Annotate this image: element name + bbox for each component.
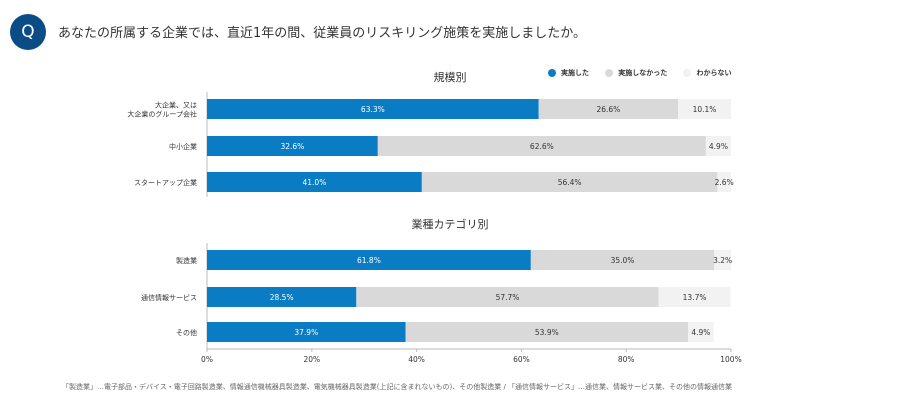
data-label: 4.9% — [709, 142, 728, 151]
legend-swatch — [605, 69, 614, 77]
data-label: 61.8% — [357, 256, 381, 265]
data-label: 2.6% — [715, 178, 734, 187]
section-title-industry: 業種カテゴリ別 — [411, 218, 489, 231]
bar-segment — [658, 287, 731, 307]
data-label: 3.2% — [713, 256, 732, 265]
legend-swatch — [683, 69, 692, 77]
category-label: スタートアップ企業 — [134, 178, 197, 187]
legend-label: 実施しなかった — [618, 69, 668, 77]
bar-segment — [207, 287, 357, 307]
bar-segment — [538, 99, 679, 119]
data-label: 28.5% — [270, 293, 294, 302]
data-label: 13.7% — [683, 293, 707, 302]
data-label: 26.6% — [596, 105, 620, 114]
bar-segment — [688, 322, 714, 342]
x-tick-label: 60% — [513, 355, 530, 364]
category-label: 大企業のグループ会社 — [127, 110, 197, 119]
bar-segment — [207, 136, 378, 156]
x-tick-label: 80% — [618, 355, 635, 364]
bar-segment — [356, 287, 659, 307]
legend-label: 実施した — [561, 69, 589, 77]
x-tick-label: 40% — [408, 355, 425, 364]
section-title-size: 規模別 — [433, 71, 467, 84]
legend-item-not-implemented: 実施しなかった — [605, 68, 667, 78]
bar-segment — [207, 250, 531, 270]
category-label: その他 — [176, 328, 197, 337]
bar-segment — [207, 99, 539, 119]
bar-segment — [207, 172, 422, 192]
bar-segment — [207, 322, 406, 342]
data-label: 10.1% — [693, 105, 717, 114]
x-tick-label: 0% — [201, 355, 213, 364]
bar-segment — [421, 172, 718, 192]
bar-segment — [377, 136, 706, 156]
data-label: 53.9% — [535, 328, 559, 337]
bar-segment — [717, 172, 731, 192]
question-badge: Q — [10, 14, 46, 50]
x-tick-label: 20% — [303, 355, 320, 364]
data-label: 57.7% — [496, 293, 520, 302]
bar-segment — [405, 322, 689, 342]
footnote: 「製造業」…電子部品・デバイス・電子回路製造業、情報通信機械器具製造業、電気機械… — [62, 383, 733, 391]
data-label: 37.9% — [294, 328, 318, 337]
data-label: 41.0% — [303, 178, 327, 187]
category-label: 通信情報サービス — [141, 293, 197, 302]
legend-swatch — [548, 69, 556, 77]
category-label: 中小企業 — [169, 142, 197, 151]
category-label: 大企業、又は — [155, 101, 197, 110]
data-label: 4.9% — [691, 328, 710, 337]
bar-segment — [678, 99, 731, 119]
category-label: 製造業 — [176, 256, 197, 265]
data-label: 63.3% — [361, 105, 385, 114]
bar-segment — [705, 136, 731, 156]
question-text: あなたの所属する企業では、直近1年の間、従業員のリスキリング施策を実施しましたか… — [58, 26, 587, 41]
data-label: 56.4% — [558, 178, 582, 187]
legend-label: わからない — [696, 69, 732, 77]
bar-segment — [714, 250, 731, 270]
x-tick-label: 100% — [720, 355, 741, 364]
data-label: 32.6% — [280, 142, 304, 151]
data-label: 35.0% — [611, 256, 635, 265]
data-label: 62.6% — [530, 142, 554, 151]
bar-segment — [530, 250, 715, 270]
legend-item-implemented: 実施した — [548, 68, 589, 78]
chart-legend: 実施した 実施しなかった わからない — [548, 68, 745, 78]
legend-item-unknown: わからない — [683, 68, 731, 78]
